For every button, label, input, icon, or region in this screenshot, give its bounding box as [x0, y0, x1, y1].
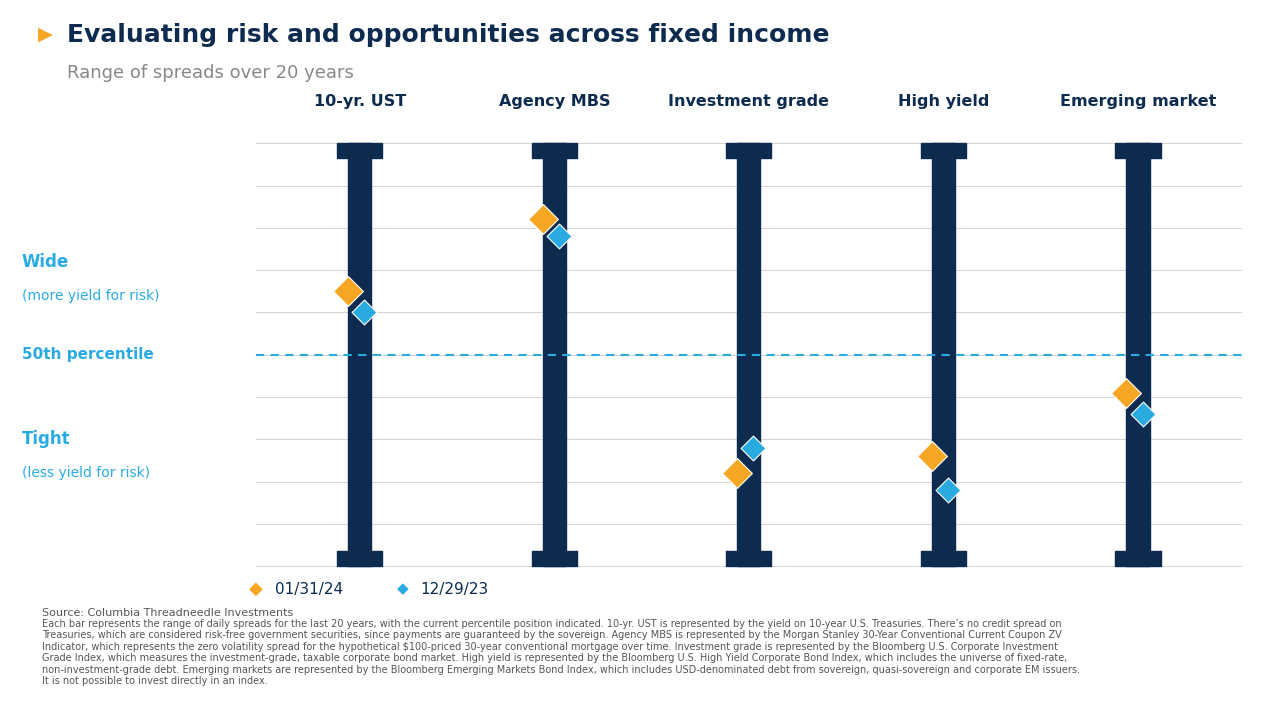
Text: ◆: ◆: [250, 580, 262, 598]
Text: Emerging market: Emerging market: [1060, 94, 1216, 109]
Text: (more yield for risk): (more yield for risk): [22, 288, 159, 303]
Text: High yield: High yield: [897, 94, 989, 109]
Text: 12/29/23: 12/29/23: [420, 581, 488, 597]
Text: (less yield for risk): (less yield for risk): [22, 466, 150, 481]
Point: [1133, 408, 1153, 420]
Text: Range of spreads over 20 years: Range of spreads over 20 years: [67, 64, 353, 82]
Text: 50th percentile: 50th percentile: [22, 347, 154, 362]
Point: [922, 451, 942, 462]
Text: Treasuries, which are considered risk-free government securities, since payments: Treasuries, which are considered risk-fr…: [42, 630, 1062, 640]
Text: ◆: ◆: [397, 581, 410, 597]
Text: Indicator, which represents the zero volatility spread for the hypothetical $100: Indicator, which represents the zero vol…: [42, 642, 1059, 652]
Text: non-investment-grade debt. Emerging markets are represented by the Bloomberg Eme: non-investment-grade debt. Emerging mark…: [42, 665, 1080, 675]
Text: Wide: Wide: [22, 253, 69, 271]
Point: [727, 468, 748, 479]
Point: [338, 286, 358, 297]
Point: [532, 213, 553, 225]
Text: Source: Columbia Threadneedle Investments: Source: Columbia Threadneedle Investment…: [42, 608, 293, 618]
Text: Investment grade: Investment grade: [668, 94, 829, 109]
Point: [744, 442, 764, 453]
Point: [938, 484, 959, 496]
Text: Grade Index, which measures the investment-grade, taxable corporate bond market.: Grade Index, which measures the investme…: [42, 653, 1068, 663]
Text: ▶: ▶: [38, 25, 54, 44]
Point: [355, 307, 375, 318]
Text: 01/31/24: 01/31/24: [275, 581, 343, 597]
Text: Tight: Tight: [22, 431, 70, 448]
Point: [1116, 387, 1137, 398]
Point: [549, 231, 570, 242]
Text: Evaluating risk and opportunities across fixed income: Evaluating risk and opportunities across…: [67, 23, 829, 47]
Text: 10-yr. UST: 10-yr. UST: [314, 94, 406, 109]
Text: It is not possible to invest directly in an index.: It is not possible to invest directly in…: [42, 676, 268, 686]
Text: Agency MBS: Agency MBS: [498, 94, 611, 109]
Text: Each bar represents the range of daily spreads for the last 20 years, with the c: Each bar represents the range of daily s…: [42, 619, 1062, 629]
